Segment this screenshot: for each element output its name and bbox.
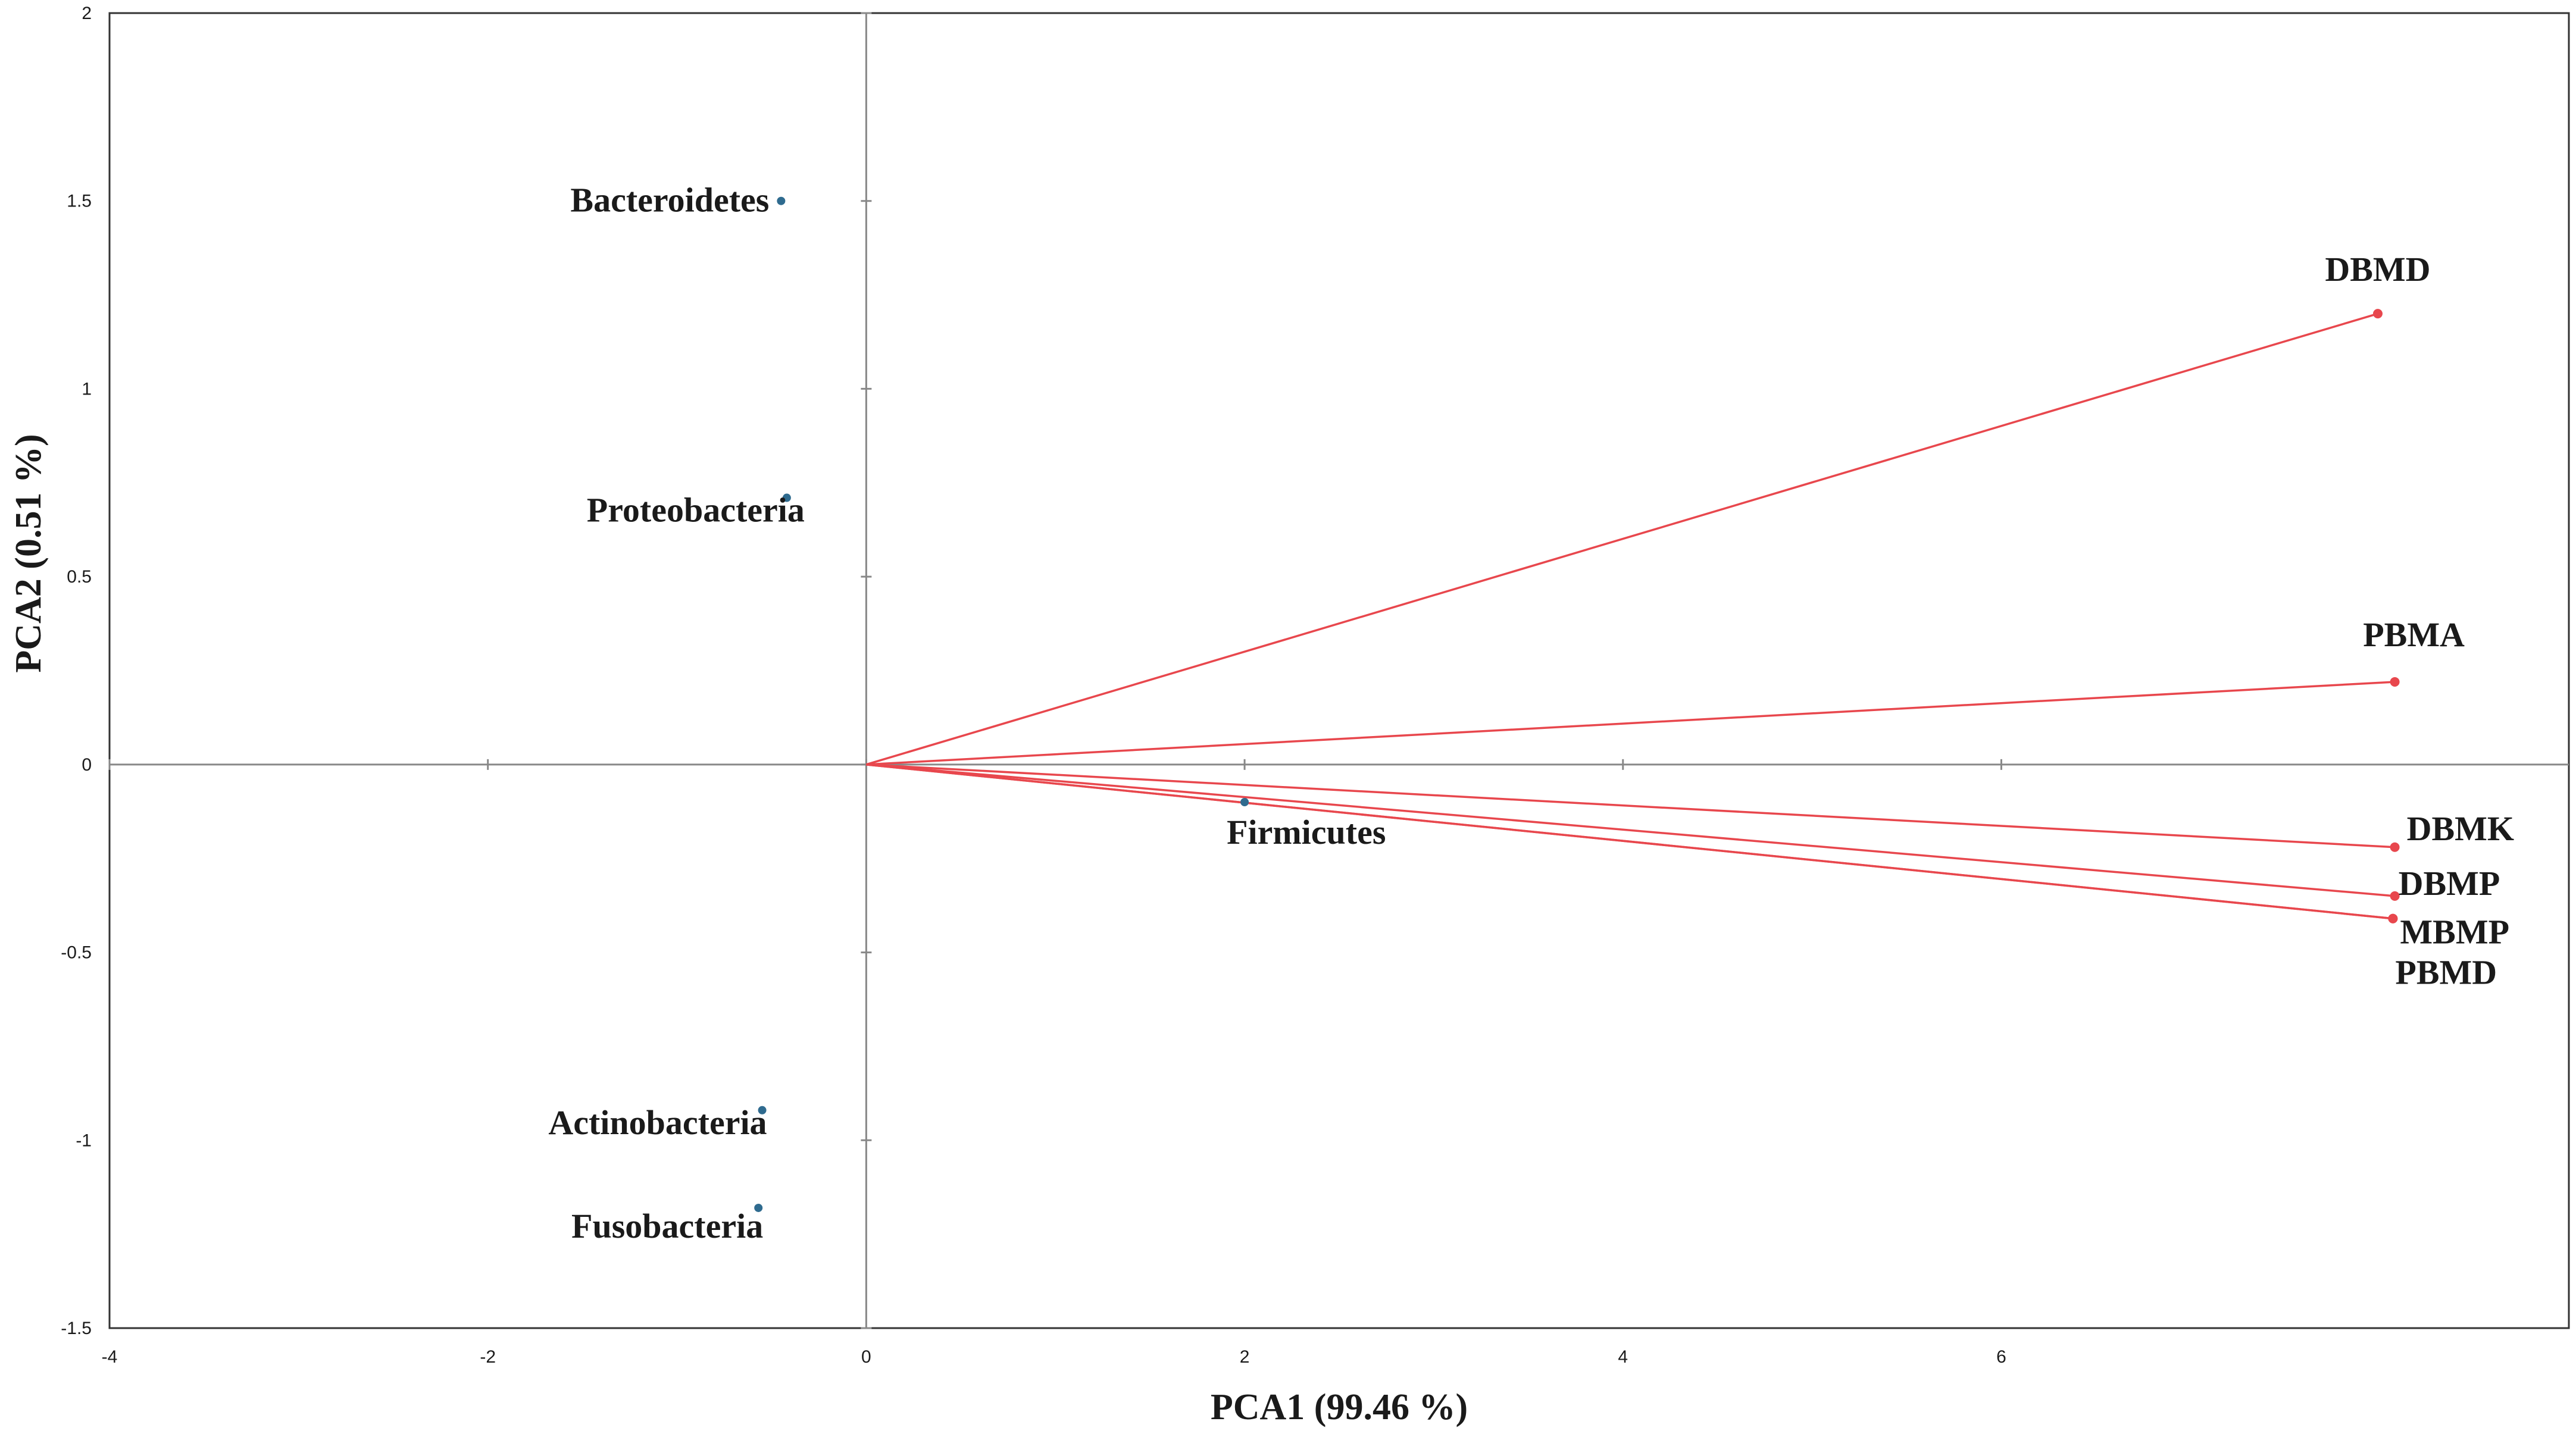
vector-tip-pbmd: [2388, 913, 2398, 923]
label-dbmp: DBMP: [2399, 864, 2500, 903]
y-tick-label: 2: [82, 4, 92, 23]
y-tick-label: 0.5: [67, 567, 92, 587]
label-dbmk: DBMK: [2407, 809, 2514, 848]
label-pbma: PBMA: [2363, 615, 2465, 654]
x-axis-title: PCA1 (99.46 %): [1211, 1387, 1468, 1427]
vector-pbmd: [866, 763, 2393, 920]
label-actinobacteria: Actinobacteria: [548, 1103, 767, 1142]
point-proteobacteria: [782, 493, 791, 502]
point-bacteroidetes: [777, 196, 786, 205]
y-ticks: -1.5 -1 -0.5 0 0.5 1 1.5 2: [61, 4, 872, 1338]
x-ticks: -4 -2 0 2 4 6: [102, 759, 2006, 1367]
vector-tip-pbma: [2390, 677, 2400, 687]
point-actinobacteria: [758, 1106, 767, 1114]
x-tick-label: 4: [1618, 1347, 1628, 1367]
plot-area-frame: [108, 12, 2570, 1329]
label-dbmd: DBMD: [2325, 250, 2430, 289]
x-tick-label: -2: [480, 1347, 496, 1367]
points: [754, 196, 2400, 1212]
x-tick-label: 0: [861, 1347, 871, 1367]
x-tick-label: 2: [1240, 1347, 1250, 1367]
vector-dbmk: [866, 763, 2395, 849]
vector-dbmp: [866, 763, 2395, 897]
y-tick-label: 1: [82, 379, 92, 399]
y-axis-title: PCA2 (0.51 %): [8, 434, 49, 672]
y-tick-label: 1.5: [67, 192, 92, 211]
point-firmicutes: [1240, 798, 1249, 806]
y-tick-label: -0.5: [61, 943, 92, 963]
point-fusobacteria: [754, 1203, 763, 1212]
label-pbmd: PBMD: [2395, 953, 2497, 992]
label-proteobacteria: Proteobacteria: [587, 491, 805, 530]
vector-tip-dbmk: [2390, 842, 2400, 852]
vector-tip-dbmd: [2372, 309, 2383, 319]
y-tick-label: -1.5: [61, 1319, 92, 1338]
vector-dbmd: [865, 312, 2378, 766]
x-tick-label: -4: [102, 1347, 118, 1367]
vector-tip-dbmp: [2390, 891, 2400, 901]
label-bacteroidetes: Bacteroidetes: [570, 181, 769, 220]
vector-pbma: [866, 681, 2395, 766]
label-mbmp: MBMP: [2400, 913, 2509, 951]
label-fusobacteria: Fusobacteria: [571, 1207, 763, 1245]
point-labels: Bacteroidetes Proteobacteria Firmicutes Act…: [548, 181, 2514, 1245]
y-tick-label: -1: [76, 1131, 92, 1150]
x-tick-label: 6: [1996, 1347, 2006, 1367]
y-tick-label: 0: [82, 755, 92, 775]
vectors: [865, 312, 2395, 920]
label-firmicutes: Firmicutes: [1227, 813, 1386, 851]
